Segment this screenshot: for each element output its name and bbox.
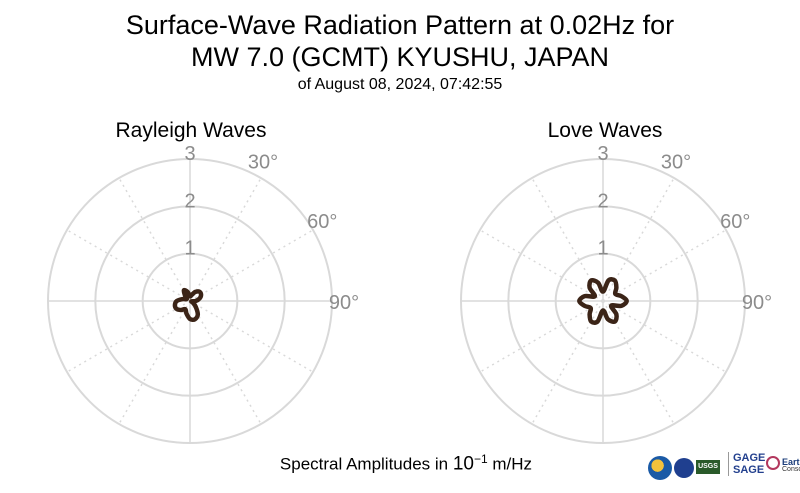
love-pattern-line	[577, 277, 629, 325]
radius-ring	[554, 252, 652, 350]
radius-tick-label: 2	[184, 190, 195, 212]
radial-spoke	[479, 300, 604, 373]
nsf-logo-icon	[648, 456, 672, 480]
radial-spoke	[66, 300, 191, 373]
radial-spoke	[189, 229, 314, 302]
radial-spoke	[531, 177, 604, 302]
angle-tick-label: 90°	[329, 292, 359, 314]
radius-ring	[94, 205, 286, 397]
radial-spoke	[602, 229, 727, 302]
radial-spoke	[66, 229, 191, 302]
radius-ring	[460, 158, 746, 444]
radius-tick-label: 1	[184, 238, 195, 260]
earthscope-logo: EarthScope Consortium	[776, 458, 800, 474]
radial-spoke	[118, 177, 191, 302]
radial-spoke	[479, 229, 604, 302]
angle-tick-label: 60°	[307, 211, 337, 233]
angle-tick-label: 30°	[248, 152, 278, 174]
radius-ring	[507, 205, 699, 397]
radial-spoke	[118, 300, 191, 425]
unit-power-exponent: −1	[473, 452, 488, 466]
angle-tick-label: 30°	[661, 152, 691, 174]
rayleigh-panel-title: Rayleigh Waves	[115, 119, 267, 142]
unit-note-suffix: m/Hz	[487, 454, 533, 474]
radial-spoke	[189, 300, 314, 373]
radius-ring	[47, 158, 333, 444]
unit-power-base: 10	[452, 453, 474, 475]
radius-tick-label: 2	[597, 190, 608, 212]
gage-sage-logo: GAGE SAGE	[728, 452, 765, 476]
chart-title-line1: Surface-Wave Radiation Pattern at 0.02Hz…	[125, 10, 675, 40]
nasa-logo-icon	[674, 458, 694, 478]
sage-label: SAGE	[733, 464, 765, 476]
amplitude-unit-note: Spectral Amplitudes in 10−1 m/Hz	[0, 452, 800, 476]
earthscope-logo-icon	[766, 456, 780, 470]
unit-note-prefix: Spectral Amplitudes in	[279, 454, 453, 474]
usgs-logo: USGS	[696, 460, 720, 474]
earthscope-sub-label: Consortium	[782, 466, 800, 473]
angle-tick-label: 90°	[742, 292, 772, 314]
gage-label: GAGE	[733, 452, 766, 464]
radial-spoke	[189, 177, 262, 302]
chart-title-line2: MW 7.0 (GCMT) KYUSHU, JAPAN	[190, 42, 610, 72]
radial-spoke	[189, 300, 262, 425]
radius-tick-label: 1	[597, 238, 608, 260]
radius-ring	[141, 252, 239, 350]
sponsor-logos: USGS GAGE SAGE EarthScope Consortium	[648, 450, 800, 486]
love-panel-title: Love Waves	[547, 119, 663, 142]
angle-tick-label: 60°	[720, 211, 750, 233]
radial-spoke	[602, 300, 727, 373]
radial-spoke	[602, 300, 675, 425]
radius-tick-label: 3	[184, 143, 195, 165]
earthscope-label: EarthScope	[782, 457, 800, 467]
rayleigh-pattern-line	[172, 287, 204, 323]
radius-tick-label: 3	[597, 143, 608, 165]
chart-subtitle: of August 08, 2024, 07:42:55	[297, 76, 503, 93]
